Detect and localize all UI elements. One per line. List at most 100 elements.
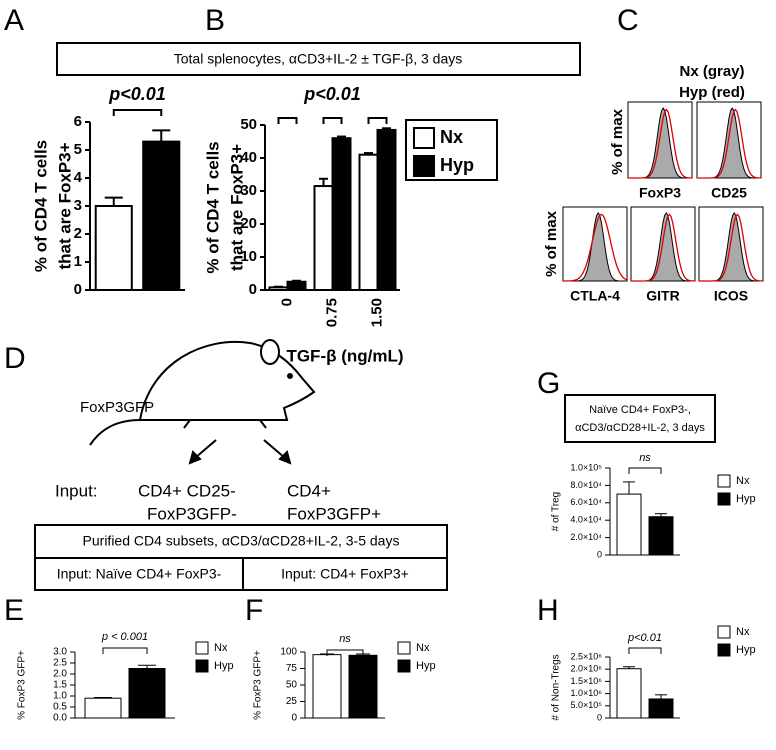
- panel-letter: D: [4, 342, 26, 375]
- bar: [616, 493, 642, 556]
- legend-label: Nx: [416, 642, 430, 654]
- legend-swatch: [397, 659, 411, 673]
- chart-title: αCD3/αCD28+IL-2, 3 days: [575, 422, 705, 434]
- legend-label: Hyp: [736, 493, 756, 505]
- input-line: CD4+: [287, 481, 331, 500]
- y-axis-label: % FoxP3 GFP+: [253, 650, 264, 720]
- y-axis-label: % of CD4 T cells: [31, 140, 50, 272]
- bar: [648, 516, 674, 556]
- hist-ylabel: % of max: [609, 108, 626, 175]
- y-tick-label: 5.0×10⁵: [570, 700, 602, 710]
- y-tick-label: 0: [597, 712, 602, 722]
- input-line: FoxP3GFP+: [287, 504, 381, 523]
- bar: [312, 654, 342, 719]
- hist-hyp: [631, 213, 696, 282]
- y-tick-label: 1.0: [53, 691, 67, 702]
- y-tick-label: 6: [74, 113, 82, 130]
- annotation: ns: [639, 452, 651, 464]
- y-tick-label: 1.5: [53, 680, 67, 691]
- hist-marker: FoxP3: [639, 185, 681, 201]
- y-tick-label: 50: [286, 680, 298, 691]
- y-tick-label: 20: [240, 215, 257, 232]
- legend-swatch: [717, 625, 731, 639]
- y-tick-label: 2.0×10⁴: [570, 532, 602, 542]
- legend-swatch: [195, 641, 209, 655]
- y-tick-label: 40: [240, 149, 257, 166]
- panel-letter: G: [537, 367, 560, 400]
- bracket: [326, 649, 364, 656]
- bar: [376, 128, 397, 291]
- hist-marker: GITR: [646, 288, 679, 304]
- hist-hyp: [563, 213, 628, 282]
- input-line: CD4+ CD25-: [138, 481, 236, 500]
- y-tick-label: 5: [74, 141, 82, 158]
- legend-label: Nx: [440, 127, 463, 147]
- culture-text: Purified CD4 subsets, αCD3/αCD28+IL-2, 3…: [83, 533, 400, 549]
- x-tick-label: 0: [278, 298, 295, 306]
- condition-box: [242, 557, 448, 591]
- bar: [616, 668, 642, 719]
- input-label: Input:: [55, 481, 98, 500]
- condition-text: Input: Naïve CD4+ FoxP3-: [57, 566, 222, 582]
- hist-hyp: [697, 108, 762, 179]
- hist-legend: Hyp (red): [679, 84, 745, 101]
- panel-letter: E: [4, 594, 24, 627]
- bracket: [277, 117, 298, 124]
- y-axis-label: # of Non-Tregs: [551, 654, 562, 720]
- legend-swatch: [717, 643, 731, 657]
- y-tick-label: 4: [74, 169, 83, 186]
- y-tick-label: 2.5×10⁶: [571, 651, 603, 661]
- x-axis-label: TGF-β (ng/mL): [286, 346, 403, 365]
- y-tick-label: 2.0: [53, 669, 67, 680]
- title-box: [564, 394, 716, 443]
- panel-letter: H: [537, 594, 559, 627]
- culture-box: [34, 524, 448, 559]
- mouse-label: FoxP3GFP: [80, 399, 154, 416]
- y-tick-label: 2.5: [53, 658, 67, 669]
- hist-hyp: [699, 213, 764, 282]
- panel-letter: A: [4, 4, 24, 37]
- hist-ylabel: % of max: [543, 210, 560, 277]
- hist-hyp: [628, 108, 693, 179]
- y-tick-label: 25: [286, 696, 298, 707]
- annotation: p<0.01: [627, 632, 662, 644]
- y-axis-label: % FoxP3 GFP+: [17, 650, 28, 720]
- annotation: p < 0.001: [101, 631, 148, 643]
- annotation: ns: [339, 633, 351, 645]
- bar: [358, 153, 379, 291]
- input-line: FoxP3GFP-: [147, 504, 237, 523]
- bracket: [102, 647, 148, 654]
- bracket: [322, 117, 343, 124]
- y-tick-label: 0: [597, 549, 602, 559]
- legend-label: Nx: [736, 475, 750, 487]
- y-tick-label: 1: [74, 253, 82, 270]
- y-tick-label: 6.0×10⁴: [570, 497, 602, 507]
- y-tick-label: 100: [280, 647, 297, 658]
- hist-legend: Nx (gray): [679, 63, 744, 80]
- bar: [94, 205, 133, 291]
- bracket: [367, 117, 388, 124]
- bracket: [628, 647, 662, 654]
- y-tick-label: 50: [240, 116, 257, 133]
- chart-title: Naïve CD4+ FoxP3-,: [589, 404, 691, 416]
- panel-letter: B: [205, 4, 225, 37]
- bar: [348, 654, 378, 719]
- condition-text: Input: CD4+ FoxP3+: [281, 566, 409, 582]
- y-tick-label: 10: [240, 248, 257, 265]
- bar: [128, 668, 166, 719]
- y-tick-label: 2: [74, 225, 82, 242]
- legend-label: Hyp: [736, 644, 756, 656]
- y-tick-label: 75: [286, 663, 298, 674]
- y-axis-label: that are FoxP3+: [55, 142, 74, 269]
- y-tick-label: 0.5: [53, 702, 67, 713]
- y-tick-label: 1.0×10⁵: [570, 462, 602, 472]
- legend-swatch: [413, 127, 435, 149]
- bar: [331, 137, 352, 291]
- legend-label: Nx: [736, 626, 750, 638]
- x-tick-label: 1.50: [368, 298, 385, 327]
- annotation: p<0.01: [303, 84, 361, 104]
- hist-marker: CD25: [711, 185, 747, 201]
- panel-letter: C: [617, 4, 639, 37]
- y-tick-label: 0: [74, 281, 82, 298]
